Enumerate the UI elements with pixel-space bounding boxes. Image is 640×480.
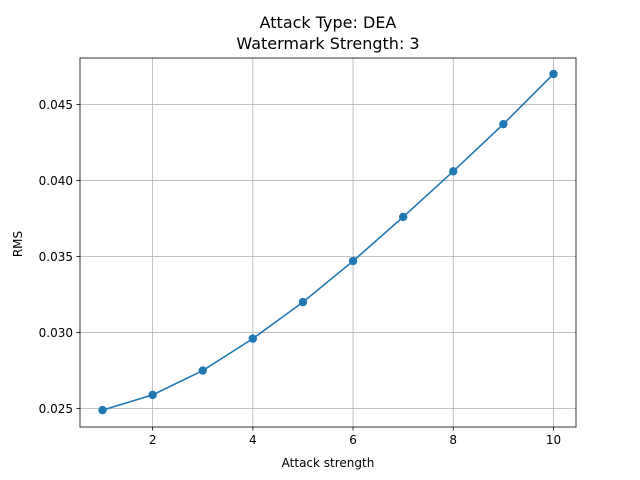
- grid: [80, 58, 576, 427]
- data-point: [298, 297, 308, 307]
- x-tick-label: 4: [249, 433, 257, 447]
- x-axis-label: Attack strength: [282, 456, 375, 470]
- series-line: [102, 73, 555, 411]
- data-point: [148, 390, 157, 400]
- y-axis-label: RMS: [11, 231, 25, 257]
- data-point: [499, 119, 508, 129]
- ticks: 2 4 6 8 10 0.025 0.030 0.035 0.040 0.045: [39, 98, 561, 447]
- x-tick-label: 2: [149, 433, 157, 447]
- x-tick-label: 6: [349, 433, 357, 447]
- data-point: [248, 334, 258, 343]
- data-point: [549, 69, 558, 79]
- y-tick-label: 0.040: [39, 174, 73, 188]
- x-tick-label: 8: [449, 433, 457, 447]
- plot-frame: [79, 57, 577, 428]
- data-point: [449, 167, 458, 176]
- data-point: [348, 256, 358, 266]
- x-tick-label: 10: [546, 433, 561, 447]
- y-tick-label: 0.045: [39, 98, 73, 112]
- chart-title-line2: Watermark Strength: 3: [236, 34, 419, 53]
- y-tick-label: 0.035: [39, 250, 73, 264]
- data-point: [398, 212, 408, 222]
- y-tick-label: 0.030: [39, 326, 73, 340]
- data-point: [198, 366, 207, 375]
- y-tick-label: 0.025: [39, 402, 73, 416]
- data-point: [98, 405, 107, 415]
- chart-title-line1: Attack Type: DEA: [260, 13, 397, 32]
- series-group: [98, 69, 558, 415]
